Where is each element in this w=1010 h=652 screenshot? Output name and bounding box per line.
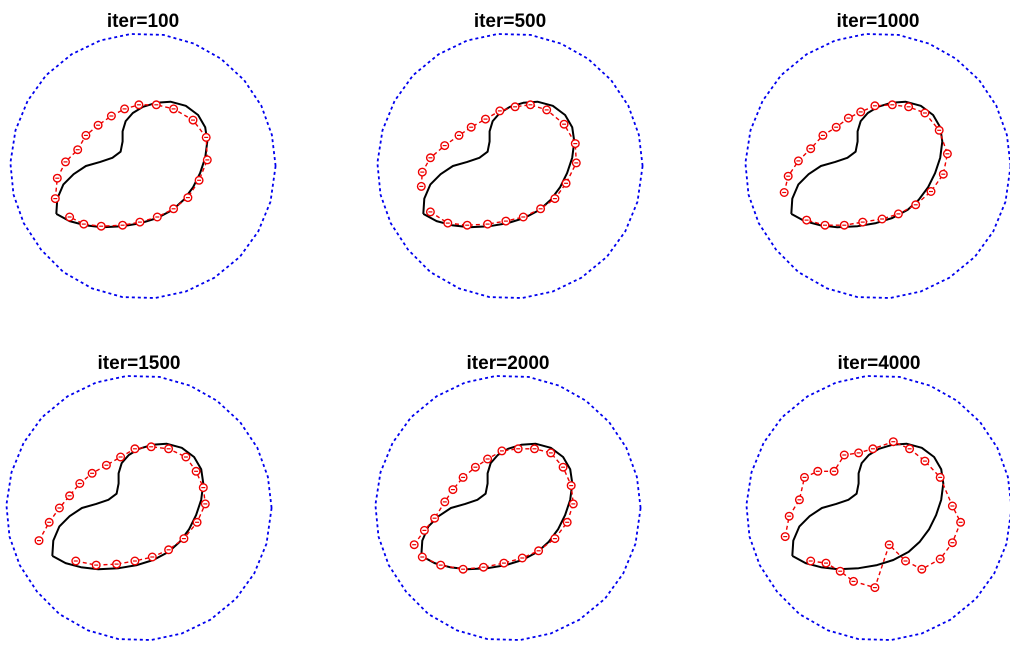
panel-iter-500: iter=500 xyxy=(377,11,642,298)
estimate-line xyxy=(784,105,947,225)
estimate-line xyxy=(421,105,576,225)
target-shape-line xyxy=(791,102,942,228)
panel-title: iter=100 xyxy=(107,11,179,32)
panel-iter-1500: iter=1500 xyxy=(6,353,271,640)
target-shape-line xyxy=(421,444,572,570)
outer-circle xyxy=(746,376,1010,640)
panel-iter-4000: iter=4000 xyxy=(746,353,1010,640)
target-shape-line xyxy=(52,444,203,570)
panel-title: iter=1500 xyxy=(98,353,181,374)
estimate-line xyxy=(55,105,207,226)
outer-circle xyxy=(6,376,271,640)
target-shape-line xyxy=(56,102,207,228)
outer-circle xyxy=(377,34,642,298)
panel-title: iter=1000 xyxy=(837,11,920,32)
panel-title: iter=4000 xyxy=(838,353,921,374)
panel-iter-100: iter=100 xyxy=(10,11,275,298)
panel-iter-1000: iter=1000 xyxy=(745,11,1010,298)
panel-title: iter=500 xyxy=(474,11,546,32)
target-shape-line xyxy=(423,102,574,228)
panel-iter-2000: iter=2000 xyxy=(375,353,640,640)
estimate-line xyxy=(414,449,573,569)
panel-title: iter=2000 xyxy=(467,353,550,374)
outer-circle xyxy=(10,34,275,298)
outer-circle xyxy=(745,34,1010,298)
outer-circle xyxy=(375,376,640,640)
